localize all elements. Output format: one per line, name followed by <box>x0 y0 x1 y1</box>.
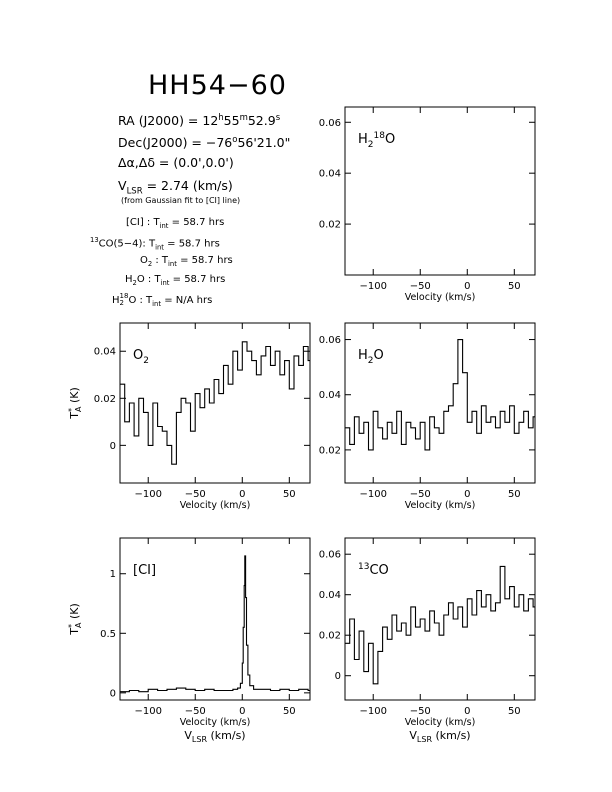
y-tick-label: 0.5 <box>100 629 116 640</box>
vlsr-line: VLSR = 2.74 (km/s) <box>118 178 233 197</box>
x-tick-label: 50 <box>283 489 296 500</box>
panel-h2o: −100 −50 0 50 0.02 0.04 0.06 Velocity (km/s) H2O <box>319 322 536 511</box>
x-tick-label: 50 <box>508 489 521 500</box>
plot-frame <box>344 106 536 276</box>
x-tick-label: −100 <box>134 706 161 717</box>
vlsr-sub: LSR <box>126 186 143 197</box>
x-axis-label: Velocity (km/s) <box>180 500 251 511</box>
y-tick-label: 0 <box>110 688 116 699</box>
dec-deg-unit: o <box>232 135 238 145</box>
y-tick-label: 0.02 <box>319 220 341 231</box>
spectrum-line <box>345 565 535 685</box>
plot-frame <box>119 322 311 484</box>
ra-s-unit: s <box>275 113 281 123</box>
x-axis-label: Velocity (km/s) <box>405 292 476 303</box>
panel-o2: −100 −50 0 50 0 0.02 0.04 Velocity (km/s) T*A (K… <box>67 322 311 511</box>
panel-h2-18o: −100 −50 0 50 0.02 0.04 0.06 Velocity (km/s) H21… <box>319 106 536 303</box>
ra-m-unit: m <box>239 113 248 123</box>
y-tick-label: 0.04 <box>319 169 341 180</box>
y-tick-label: 0.04 <box>94 347 116 358</box>
vlsr-note: (from Gaussian fit to [CI] line) <box>121 196 241 205</box>
x-tick-label: −100 <box>134 489 161 500</box>
x-tick-label: 0 <box>239 489 245 500</box>
species-label: [CI] <box>133 563 156 578</box>
y-tick-label: 0.02 <box>94 394 116 405</box>
y-tick-label: 0.04 <box>319 390 341 401</box>
x-tick-label: 0 <box>464 706 470 717</box>
x-tick-label: −50 <box>185 489 206 500</box>
x-tick-label: −100 <box>359 706 386 717</box>
spectrum-line <box>120 341 310 465</box>
y-axis-label: T*A (K) <box>67 603 83 636</box>
vlsr-v: V <box>118 178 127 193</box>
spectrum-line <box>120 555 310 693</box>
x-tick-label: 0 <box>464 489 470 500</box>
dec-text: Dec(J2000) = −76 <box>118 135 233 151</box>
x-axis-label-vlsr: VLSR (km/s) <box>409 729 470 744</box>
ra-line: RA (J2000) = 12h55m52.9s <box>118 113 280 128</box>
dec-end: 56'21.0" <box>237 135 291 151</box>
species-label: H218O <box>358 131 395 150</box>
y-tick-label: 0.04 <box>319 590 341 601</box>
int-time-row: [CI] : Tint = 58.7 hrs <box>126 217 225 230</box>
x-tick-label: 0 <box>239 706 245 717</box>
ra-seconds: 52.9 <box>247 113 276 129</box>
ra-h-unit: h <box>218 113 224 123</box>
y-tick-label: 0.02 <box>319 445 341 456</box>
ra-text: RA (J2000) = 12 <box>118 113 219 129</box>
x-tick-label: 0 <box>464 281 470 292</box>
panel-ci: −100 −50 0 50 0 0.5 1 Velocity (km/s)VLSR (km/s… <box>67 537 311 744</box>
x-tick-label: −50 <box>410 706 431 717</box>
y-tick-label: 0.06 <box>319 118 341 129</box>
x-axis-label: Velocity (km/s) <box>405 500 476 511</box>
x-tick-label: −50 <box>185 706 206 717</box>
x-axis-label: Velocity (km/s) <box>405 717 476 728</box>
x-tick-label: 50 <box>283 706 296 717</box>
offset-line: Δα,Δδ = (0.0',0.0') <box>118 155 234 170</box>
int-time-row: 13CO(5−4): Tint = 58.7 hrs <box>90 236 220 252</box>
ra-minutes: 55 <box>223 113 240 129</box>
x-tick-label: 50 <box>508 706 521 717</box>
y-tick-label: 1 <box>110 569 116 580</box>
panel-13co: −100 −50 0 50 0 0.02 0.04 0.06 Velocity (km/s)VL… <box>319 537 536 744</box>
spectrum-line <box>345 339 535 451</box>
x-axis-label: Velocity (km/s) <box>180 717 251 728</box>
species-label: O2 <box>133 348 149 366</box>
x-tick-label: −50 <box>410 489 431 500</box>
x-axis-label-vlsr: VLSR (km/s) <box>184 729 245 744</box>
int-time-row: H2O : Tint = 58.7 hrs <box>125 274 226 287</box>
plot-frame <box>119 537 311 701</box>
y-tick-label: 0 <box>335 671 341 682</box>
vlsr-value: = 2.74 (km/s) <box>142 178 233 193</box>
dec-line: Dec(J2000) = −76o56'21.0" <box>118 135 290 150</box>
species-label: H2O <box>358 348 384 366</box>
int-time-row: O2 : Tint = 58.7 hrs <box>140 255 233 268</box>
int-time-row: H18 2 O : Tint = N/A hrs <box>112 292 213 309</box>
y-tick-label: 0 <box>110 441 116 452</box>
plot-frame <box>344 537 536 701</box>
y-tick-label: 0.06 <box>319 550 341 561</box>
y-tick-label: 0.02 <box>319 631 341 642</box>
species-label: 13CO <box>358 562 389 578</box>
plot-frame <box>344 322 536 484</box>
x-tick-label: −50 <box>410 281 431 292</box>
figure-title: HH54−60 <box>148 70 287 101</box>
y-tick-label: 0.06 <box>319 335 341 346</box>
x-tick-label: −100 <box>359 281 386 292</box>
x-tick-label: −100 <box>359 489 386 500</box>
x-tick-label: 50 <box>508 281 521 292</box>
y-axis-label: T*A (K) <box>67 387 83 420</box>
